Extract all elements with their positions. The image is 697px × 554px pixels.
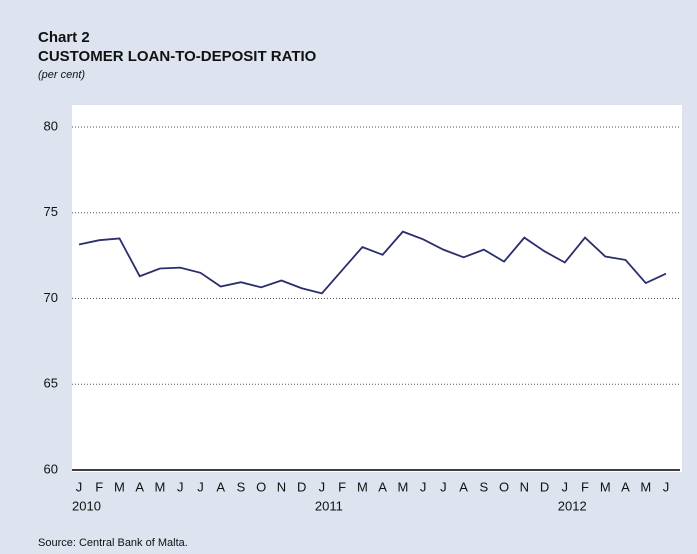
data-line — [78, 230, 667, 295]
x-tick-label: F — [338, 479, 346, 494]
x-tick-label: J — [177, 479, 184, 494]
x-tick-label: N — [520, 479, 529, 494]
x-tick-label: N — [277, 479, 286, 494]
x-tick-label: A — [216, 479, 225, 494]
x-tick-label: J — [197, 479, 204, 494]
x-tick-label: M — [114, 479, 125, 494]
year-label: 2012 — [558, 498, 587, 513]
x-tick-label: A — [459, 479, 468, 494]
x-tick-label: J — [562, 479, 569, 494]
x-tick-label: A — [135, 479, 144, 494]
chart-label: Chart 2 — [38, 29, 90, 46]
x-tick-label: M — [600, 479, 611, 494]
x-tick-label: D — [540, 479, 549, 494]
y-tick-label: 75 — [44, 204, 58, 219]
x-tick-label: O — [499, 479, 509, 494]
x-tick-label: J — [420, 479, 427, 494]
x-tick-label: J — [76, 479, 83, 494]
x-tick-label: M — [397, 479, 408, 494]
x-tick-label: M — [357, 479, 368, 494]
y-tick-label: 80 — [44, 118, 58, 133]
y-tick-label: 60 — [44, 461, 58, 476]
plot-area — [72, 105, 682, 472]
x-tick-label: A — [378, 479, 387, 494]
x-tick-label: F — [95, 479, 103, 494]
x-tick-label: J — [319, 479, 326, 494]
source: Source: Central Bank of Malta. — [38, 537, 188, 549]
y-tick-label: 65 — [44, 376, 58, 391]
y-tick-label: 70 — [44, 290, 58, 305]
x-tick-label: J — [663, 479, 670, 494]
x-tick-label: A — [621, 479, 630, 494]
chart-subtitle: (per cent) — [38, 69, 85, 81]
x-tick-label: S — [237, 479, 246, 494]
x-tick-label: D — [297, 479, 306, 494]
x-tick-label: S — [479, 479, 488, 494]
year-label: 2010 — [72, 498, 101, 513]
x-tick-label: M — [640, 479, 651, 494]
x-tick-label: J — [440, 479, 447, 494]
x-tick-label: O — [256, 479, 266, 494]
x-tick-label: F — [581, 479, 589, 494]
year-label: 2011 — [315, 498, 343, 513]
x-tick-label: M — [155, 479, 166, 494]
chart-title: CUSTOMER LOAN-TO-DEPOSIT RATIO — [38, 48, 317, 65]
